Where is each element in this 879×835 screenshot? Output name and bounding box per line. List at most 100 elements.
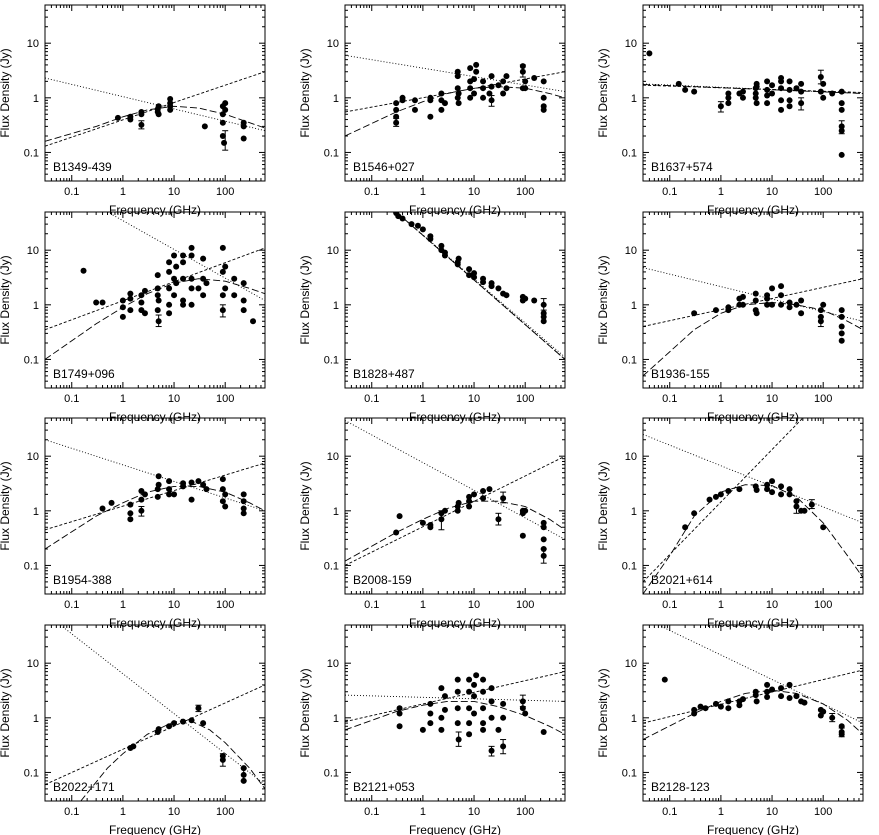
data-point — [646, 50, 653, 57]
data-point — [231, 275, 238, 282]
data-point — [817, 318, 824, 325]
x-tick-label: 100 — [216, 393, 234, 405]
data-point — [540, 728, 547, 735]
data-point — [488, 73, 495, 80]
plot-area — [643, 267, 863, 377]
data-point — [171, 720, 178, 727]
data-point — [195, 285, 202, 292]
data-point — [441, 507, 448, 514]
data-point — [786, 486, 793, 493]
source-label: B1828+487 — [353, 367, 415, 381]
fit-line-dotted — [395, 212, 565, 358]
data-point — [675, 80, 682, 87]
data-point — [166, 723, 173, 730]
fit-line-long-dashed — [45, 105, 265, 142]
source-label: B2008-159 — [353, 573, 412, 587]
data-point — [166, 285, 173, 292]
data-point — [222, 263, 229, 270]
data-point — [503, 292, 510, 299]
source-label: B2022+171 — [53, 780, 115, 794]
data-point — [154, 307, 161, 314]
data-point — [240, 498, 247, 505]
data-point — [408, 221, 415, 228]
x-tick-label: 10 — [766, 186, 778, 198]
y-tick-label: 10 — [327, 38, 339, 50]
data-point — [540, 524, 547, 531]
data-point — [739, 301, 746, 308]
data-point — [427, 521, 434, 528]
x-axis-label: Frequency (GHz) — [409, 616, 501, 630]
data-point — [80, 267, 87, 274]
data-point — [820, 80, 827, 87]
data-point — [180, 297, 187, 304]
data-point — [195, 478, 202, 485]
y-tick-label: 1 — [33, 713, 39, 725]
data-point — [682, 524, 689, 531]
data-point — [739, 696, 746, 703]
data-point — [219, 244, 226, 251]
data-point — [219, 119, 226, 126]
data-point — [222, 100, 229, 107]
data-point — [488, 83, 495, 90]
data-point — [764, 78, 771, 85]
data-point — [540, 94, 547, 101]
x-tick-label: 0.1 — [64, 393, 79, 405]
panel-b1828+487: 0.1 1 10 100 0.1 1 10 Frequency (GHz) Flux Densi… — [298, 211, 566, 424]
data-point — [188, 717, 195, 724]
data-point — [466, 272, 473, 279]
data-point — [471, 90, 478, 97]
plot-area — [643, 418, 863, 594]
data-point — [480, 495, 487, 502]
data-point — [414, 222, 421, 229]
x-tick-label: 10 — [168, 393, 180, 405]
y-tick-label: 10 — [625, 245, 637, 257]
data-point — [471, 710, 478, 717]
plot-frame — [44, 624, 266, 802]
data-point — [817, 313, 824, 320]
y-tick-label: 1 — [33, 506, 39, 518]
fit-line-long-dashed — [345, 86, 565, 137]
data-point — [480, 78, 487, 85]
data-point — [155, 318, 162, 325]
x-tick-label: 100 — [516, 186, 534, 198]
data-point — [817, 74, 824, 81]
plot-frame — [344, 417, 566, 595]
data-point — [752, 297, 759, 304]
data-point — [486, 90, 493, 97]
data-point — [503, 73, 510, 80]
data-point — [393, 119, 400, 126]
x-tick-label: 100 — [216, 599, 234, 611]
data-point — [829, 90, 836, 97]
data-point — [219, 132, 226, 139]
fit-line-short-dashed — [45, 684, 265, 786]
data-point — [838, 723, 845, 730]
x-tick-label: 100 — [516, 393, 534, 405]
x-axis-label: Frequency (GHz) — [409, 203, 501, 217]
source-label: B2121+053 — [353, 780, 415, 794]
y-axis-label: Flux Density (Jy) — [298, 461, 312, 550]
data-point — [717, 491, 724, 498]
data-point — [138, 111, 145, 118]
data-point — [454, 85, 461, 92]
plot-area — [393, 212, 565, 360]
y-tick-label: 10 — [27, 658, 39, 670]
data-point — [519, 698, 526, 705]
data-point — [114, 114, 121, 121]
data-point — [454, 68, 461, 75]
data-point — [480, 94, 487, 101]
data-point — [691, 510, 698, 517]
data-point — [455, 90, 462, 97]
y-tick-label: 10 — [27, 451, 39, 463]
data-point — [540, 313, 547, 320]
x-tick-label: 0.1 — [64, 599, 79, 611]
data-point — [798, 310, 805, 317]
data-point — [820, 708, 827, 715]
data-point — [188, 244, 195, 251]
data-point — [466, 266, 473, 273]
data-point — [167, 106, 174, 113]
plot-frame — [344, 211, 566, 389]
y-tick-label: 10 — [27, 38, 39, 50]
data-point — [753, 310, 760, 317]
fit-line-dotted — [643, 433, 863, 524]
